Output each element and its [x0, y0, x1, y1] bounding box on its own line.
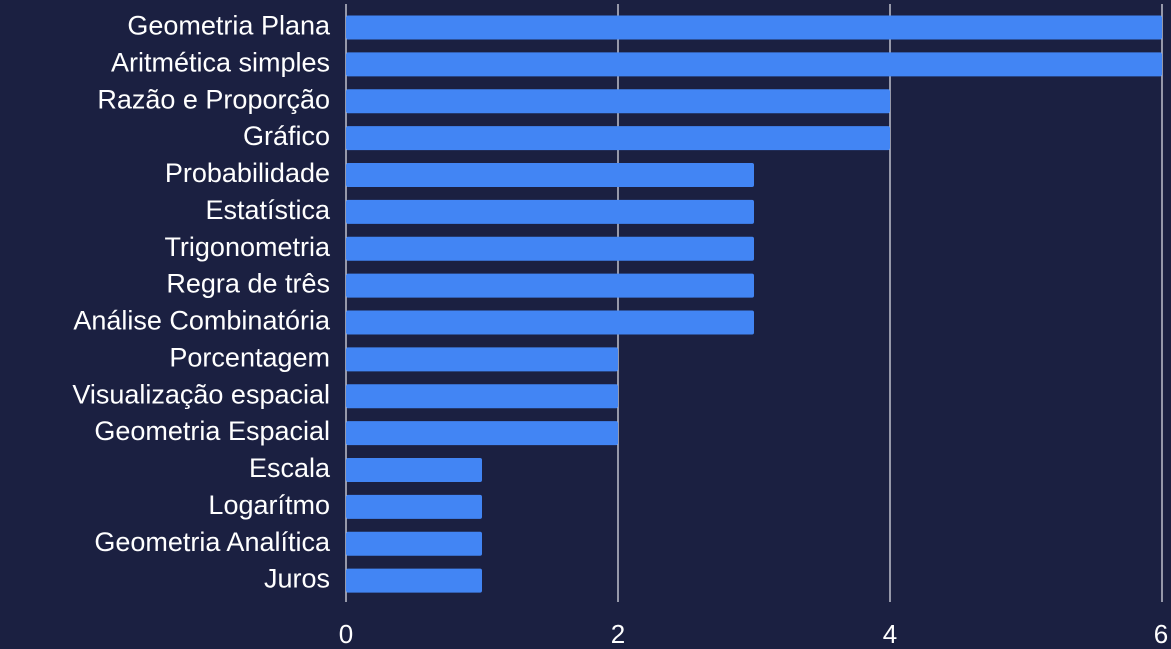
y-tick-label: Gráfico — [243, 121, 330, 151]
bar — [346, 89, 890, 113]
bar — [346, 126, 890, 150]
chart: 0 2 4 6 Geometria Plana Aritmética simples Raz… — [0, 0, 1171, 649]
y-tick-label: Porcentagem — [169, 342, 330, 372]
bar — [346, 495, 482, 519]
x-tick-label: 4 — [883, 619, 897, 649]
x-tick-label: 2 — [611, 619, 625, 649]
bar — [346, 237, 754, 261]
bar — [346, 532, 482, 556]
y-tick-label: Geometria Espacial — [94, 416, 330, 446]
bar — [346, 347, 618, 371]
y-tick-label: Razão e Proporção — [97, 84, 330, 114]
bar — [346, 15, 1162, 39]
bar — [346, 569, 482, 593]
y-tick-label: Probabilidade — [165, 158, 330, 188]
y-tick-label: Aritmética simples — [111, 47, 330, 77]
y-tick-label: Análise Combinatória — [73, 306, 331, 336]
y-tick-label: Escala — [249, 453, 331, 483]
y-tick-label: Visualização espacial — [72, 379, 330, 409]
y-tick-label: Geometria Analítica — [94, 527, 331, 557]
bar — [346, 200, 754, 224]
x-tick-label: 6 — [1154, 619, 1168, 649]
y-tick-label: Regra de três — [166, 269, 330, 299]
bar — [346, 458, 482, 482]
bar — [346, 421, 618, 445]
bar — [346, 163, 754, 187]
y-tick-label: Trigonometria — [164, 232, 331, 262]
x-tick-label: 0 — [339, 619, 353, 649]
bar — [346, 52, 1162, 76]
y-tick-label: Geometria Plana — [127, 11, 331, 41]
bar — [346, 310, 754, 334]
y-tick-label: Estatística — [205, 195, 331, 225]
y-tick-label: Logarítmo — [208, 490, 330, 520]
bar — [346, 384, 618, 408]
y-tick-label: Juros — [264, 564, 330, 594]
bar — [346, 274, 754, 298]
